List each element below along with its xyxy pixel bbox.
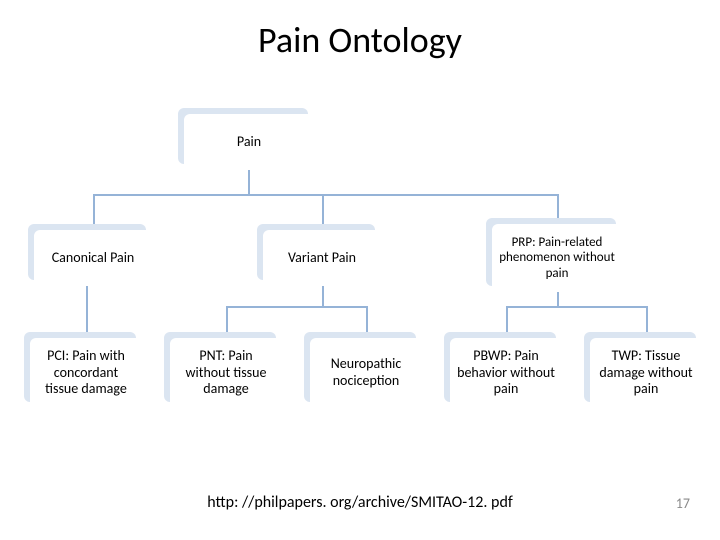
connector	[93, 194, 559, 196]
node-twp: TWP: Tissue damage without pain	[590, 338, 702, 408]
node-prp: PRP: Pain-related phenomenon without pai…	[492, 224, 622, 292]
node-neuropathic: Neuropathic nociception	[310, 338, 422, 408]
connector	[248, 170, 250, 194]
page-number: 17	[676, 495, 690, 512]
footer-link: http: //philpapers. org/archive/SMITAO-1…	[0, 493, 720, 512]
node-pbwp: PBWP: Pain behavior without pain	[450, 338, 562, 408]
node-variant-pain: Variant Pain	[263, 230, 381, 286]
connector	[322, 286, 324, 306]
page-title: Pain Ontology	[0, 18, 720, 62]
node-pnt: PNT: Pain without tissue damage	[170, 338, 282, 408]
connector	[86, 286, 88, 338]
node-canonical-pain: Canonical Pain	[34, 230, 152, 286]
connector	[557, 292, 559, 306]
node-pci: PCI: Pain with concordant tissue damage	[30, 338, 142, 408]
connector	[226, 306, 368, 308]
node-root: Pain	[184, 114, 314, 170]
connector	[506, 306, 648, 308]
